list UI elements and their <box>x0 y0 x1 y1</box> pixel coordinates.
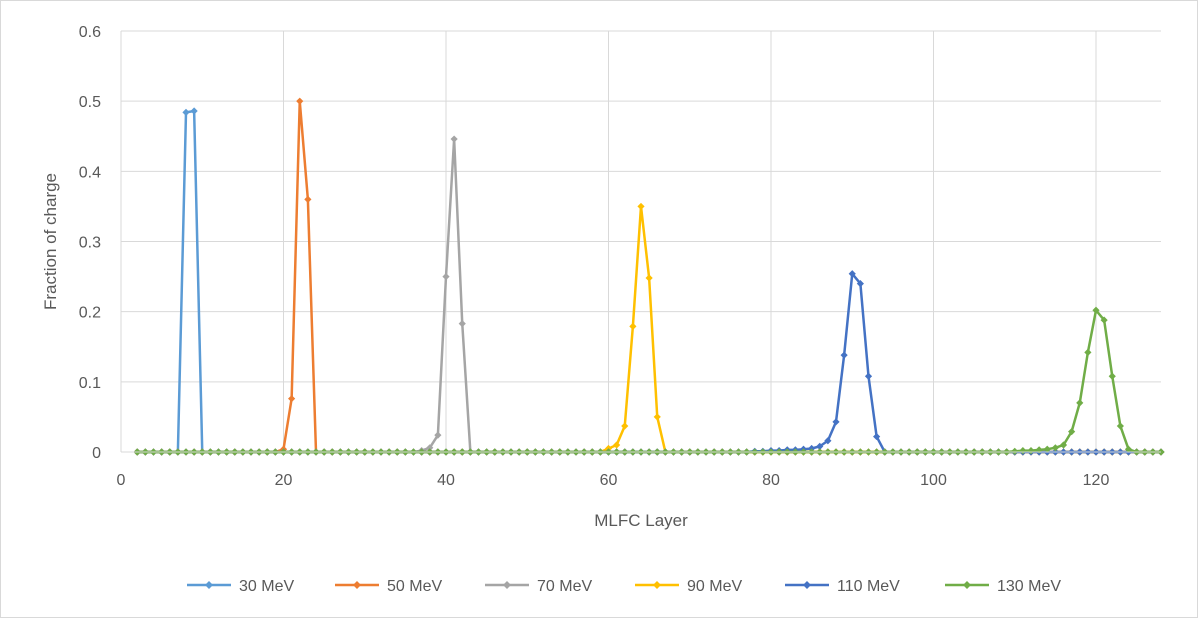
data-point <box>621 422 629 430</box>
data-point <box>1068 428 1076 436</box>
data-point <box>629 322 637 331</box>
legend-swatch-marker <box>653 581 661 589</box>
data-point <box>1124 445 1133 453</box>
data-point <box>1108 372 1116 380</box>
data-point <box>434 431 442 439</box>
data-point <box>848 270 856 278</box>
legend-item: 50 MeV <box>335 578 442 595</box>
data-point <box>1035 446 1043 454</box>
data-point <box>1043 445 1051 453</box>
x-tick-label: 60 <box>600 472 618 489</box>
data-point <box>1051 444 1059 452</box>
x-tick-label: 40 <box>437 472 455 489</box>
data-point <box>856 280 864 288</box>
y-tick-label: 0.1 <box>79 375 101 392</box>
data-point <box>1027 446 1035 455</box>
y-tick-label: 0.5 <box>79 94 101 111</box>
legend-swatch-marker <box>503 581 511 589</box>
legend-swatch-marker <box>353 581 361 589</box>
data-point <box>645 274 653 282</box>
data-point <box>288 395 296 403</box>
legend-label: 50 MeV <box>387 578 442 595</box>
y-tick-label: 0.4 <box>79 164 101 181</box>
x-tick-label: 20 <box>275 472 293 489</box>
x-tick-label: 80 <box>762 472 780 489</box>
legend-item: 90 MeV <box>635 578 742 595</box>
axes: 0 0.1 0.2 0.3 0.4 0.5 0.6 0 20 40 60 80 100 120 <box>79 24 1161 489</box>
legend-swatch-marker <box>963 581 971 589</box>
data-point <box>1100 316 1108 324</box>
y-tick-label: 0.2 <box>79 305 101 322</box>
data-point <box>304 195 312 203</box>
legend-item: 130 MeV <box>945 578 1061 595</box>
data-point <box>182 108 190 116</box>
legend-swatch-marker <box>205 581 213 589</box>
legend-label: 90 MeV <box>687 578 742 595</box>
x-tick-label: 120 <box>1083 472 1110 489</box>
data-point <box>873 432 881 441</box>
data-point <box>190 107 198 115</box>
legend-item: 30 MeV <box>187 578 294 595</box>
data-point <box>816 442 824 450</box>
data-point <box>458 319 466 328</box>
data-point <box>1116 422 1124 430</box>
data-point <box>1084 348 1092 356</box>
data-point <box>426 444 434 452</box>
data-point <box>864 372 873 380</box>
data-point <box>840 351 848 359</box>
legend-item: 70 MeV <box>485 578 592 595</box>
data-point <box>824 437 832 445</box>
data-point <box>296 97 304 105</box>
data-point <box>613 441 621 449</box>
legend-label: 30 MeV <box>239 578 294 595</box>
y-tick-label: 0 <box>92 445 101 462</box>
y-tick-label: 0.3 <box>79 235 101 252</box>
data-point <box>637 202 645 211</box>
legend-label: 130 MeV <box>997 578 1061 595</box>
x-axis-title: MLFC Layer <box>594 511 688 530</box>
legend-label: 70 MeV <box>537 578 592 595</box>
data-point <box>1076 399 1084 407</box>
data-point <box>832 418 840 426</box>
data-point <box>442 272 450 281</box>
y-axis-title: Fraction of charge <box>41 173 60 310</box>
legend: 30 MeV 50 MeV 70 MeV 90 MeV 110 MeV 130 MeV <box>187 578 1061 595</box>
legend-item: 110 MeV <box>785 578 900 595</box>
data-point <box>1059 441 1068 449</box>
y-tick-label: 0.6 <box>79 24 101 41</box>
data-point <box>1092 306 1100 314</box>
data-point <box>1011 447 1019 455</box>
data-point <box>653 413 661 421</box>
x-tick-label: 0 <box>117 472 126 489</box>
data-point <box>450 135 458 143</box>
legend-label: 110 MeV <box>837 578 900 595</box>
legend-swatch-marker <box>803 581 811 589</box>
x-tick-label: 100 <box>920 472 947 489</box>
